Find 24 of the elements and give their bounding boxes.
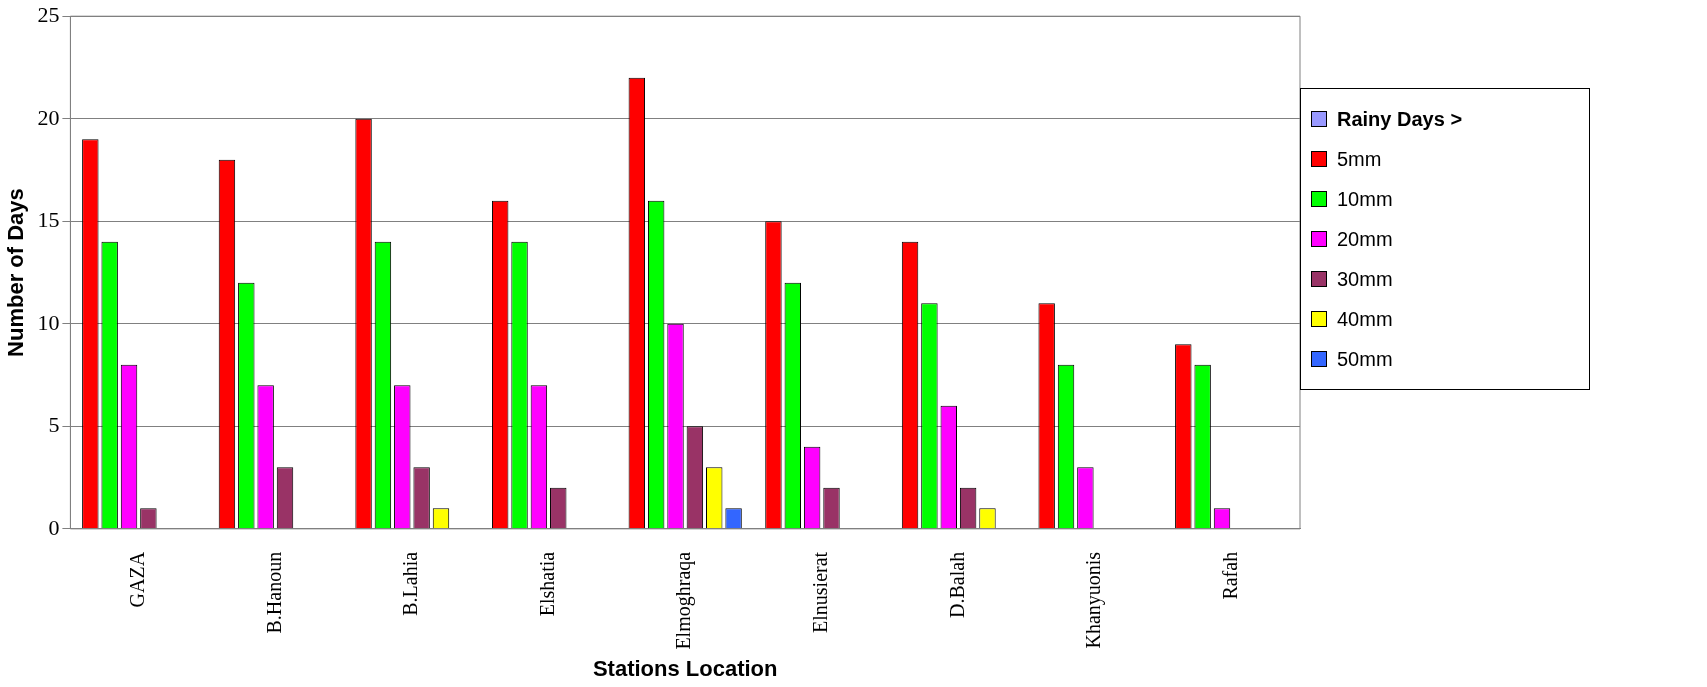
- y-tick-label: 5: [48, 412, 60, 438]
- x-tick-label: GAZA: [125, 551, 148, 608]
- x-tick-label: Elmoghraqa: [672, 551, 696, 650]
- x-tick-label: Khanyuonis: [1082, 551, 1106, 649]
- legend-label: 10mm: [1337, 187, 1393, 211]
- y-tick-label: 0: [48, 514, 60, 540]
- legend-label: 20mm: [1337, 227, 1393, 251]
- x-tick-label: B.Lahia: [399, 551, 422, 616]
- y-tick-label: 25: [37, 1, 60, 27]
- x-tick-label: D.Balah: [945, 551, 968, 618]
- y-axis-title: Number of Days: [3, 188, 29, 357]
- y-tick-label: 20: [37, 104, 60, 130]
- x-tick-label: Elnusierat: [809, 551, 832, 633]
- legend-label: 5mm: [1337, 147, 1382, 171]
- x-tick-label: B.Hanoun: [262, 551, 285, 634]
- x-axis-title: Stations Location: [592, 655, 778, 681]
- x-tick-label: Rafah: [1218, 551, 1241, 600]
- legend-title: Rainy Days >: [1337, 107, 1463, 131]
- legend-label: 30mm: [1337, 267, 1393, 291]
- y-tick-label: 10: [37, 309, 60, 335]
- legend-label: 40mm: [1337, 307, 1393, 331]
- y-tick-label: 15: [37, 207, 60, 233]
- x-tick-label: Elshatia: [535, 551, 558, 617]
- legend-label: 50mm: [1337, 347, 1393, 371]
